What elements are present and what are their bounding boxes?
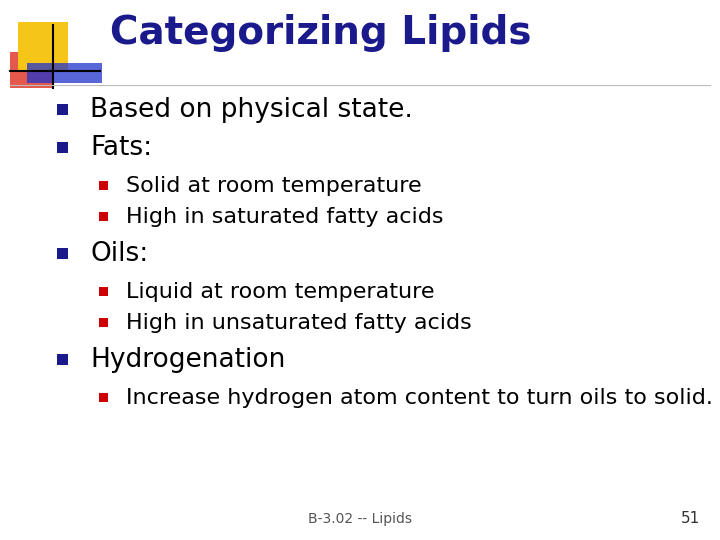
Text: Increase hydrogen atom content to turn oils to solid.: Increase hydrogen atom content to turn o…: [126, 388, 713, 408]
Bar: [57, 354, 68, 365]
Text: High in saturated fatty acids: High in saturated fatty acids: [126, 207, 444, 227]
Bar: [18, 22, 68, 70]
Text: Fats:: Fats:: [90, 135, 152, 161]
Text: High in unsaturated fatty acids: High in unsaturated fatty acids: [126, 313, 472, 333]
Text: Hydrogenation: Hydrogenation: [90, 347, 285, 373]
Bar: [27, 63, 102, 83]
Text: Oils:: Oils:: [90, 241, 148, 267]
Bar: [99, 212, 108, 221]
Text: B-3.02 -- Lipids: B-3.02 -- Lipids: [308, 512, 412, 526]
Bar: [57, 248, 68, 259]
Bar: [57, 142, 68, 153]
Bar: [99, 318, 108, 327]
Text: Categorizing Lipids: Categorizing Lipids: [110, 14, 531, 52]
Bar: [10, 52, 52, 88]
Bar: [99, 393, 108, 402]
Bar: [99, 287, 108, 296]
Text: Liquid at room temperature: Liquid at room temperature: [126, 282, 434, 302]
Bar: [99, 181, 108, 190]
Text: 51: 51: [680, 511, 700, 526]
Text: Based on physical state.: Based on physical state.: [90, 97, 413, 123]
Bar: [57, 104, 68, 115]
Text: Solid at room temperature: Solid at room temperature: [126, 176, 422, 196]
